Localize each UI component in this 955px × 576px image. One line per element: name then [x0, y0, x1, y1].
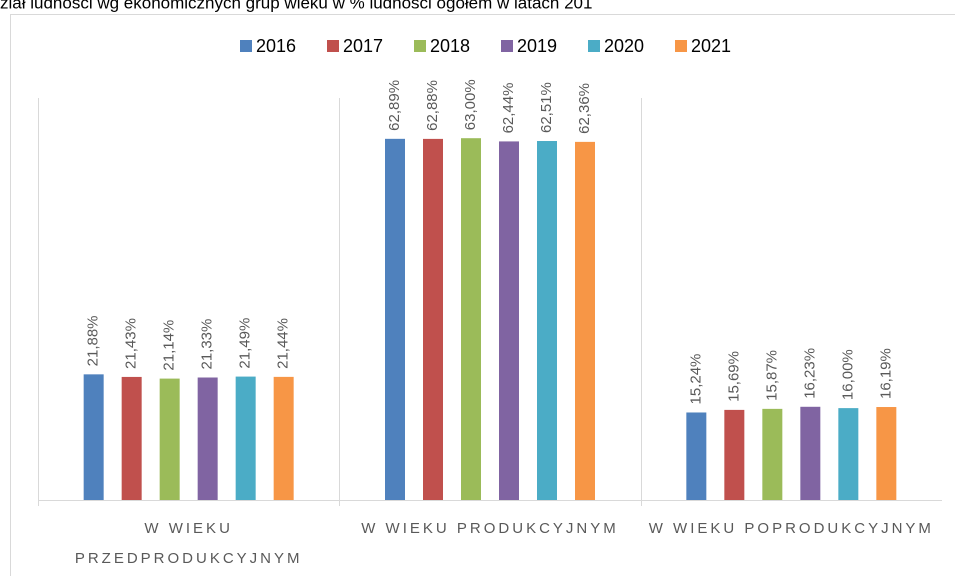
- bar: [385, 138, 405, 500]
- chart-title: ział ludności wg ekonomicznych grup wiek…: [0, 0, 592, 12]
- value-label: 21,33%: [199, 319, 216, 370]
- value-label: 16,19%: [877, 348, 894, 399]
- legend-swatch: [588, 40, 600, 52]
- bar: [876, 407, 897, 500]
- x-tick-label: W WIEKU PRODUKCYJNYM: [361, 520, 619, 537]
- value-label: 62,89%: [386, 80, 403, 131]
- value-label: 16,23%: [801, 348, 818, 399]
- bar: [800, 406, 821, 500]
- bar: [686, 412, 707, 500]
- value-label: 15,87%: [763, 350, 780, 401]
- value-label: 21,49%: [237, 318, 254, 369]
- x-tick-label: W WIEKU PRZEDPRODUKCYJNYM: [74, 520, 303, 567]
- bar: [762, 408, 783, 500]
- value-label: 15,69%: [725, 351, 742, 402]
- bar: [423, 138, 443, 500]
- bar: [575, 141, 595, 500]
- value-label: 62,88%: [424, 80, 441, 131]
- value-label: 21,43%: [123, 318, 140, 369]
- legend-label: 2017: [343, 36, 383, 56]
- value-label: 62,36%: [576, 83, 593, 134]
- legend-label: 2019: [517, 36, 557, 56]
- x-tick-label: W WIEKU POPRODUKCYJNYM: [648, 520, 934, 537]
- bar: [724, 409, 745, 500]
- value-label: 63,00%: [462, 79, 479, 130]
- legend-label: 2016: [256, 36, 296, 56]
- legend-swatch: [327, 40, 339, 52]
- legend-swatch: [675, 40, 687, 52]
- bar: [273, 376, 294, 500]
- bar: [83, 374, 104, 500]
- legend-label: 2020: [604, 36, 644, 56]
- value-label: 21,88%: [85, 315, 102, 366]
- bar: [537, 141, 557, 500]
- bar: [197, 377, 218, 500]
- value-label: 62,44%: [500, 83, 517, 134]
- value-label: 15,24%: [687, 354, 704, 405]
- value-label: 21,14%: [161, 320, 178, 371]
- legend-label: 2018: [430, 36, 470, 56]
- bar: [121, 376, 142, 500]
- bar: [461, 138, 481, 500]
- bar: [235, 376, 256, 500]
- bar: [499, 141, 519, 500]
- legend-label: 2021: [691, 36, 731, 56]
- value-label: 21,44%: [275, 318, 292, 369]
- bar: [159, 378, 180, 500]
- value-label: 16,00%: [839, 349, 856, 400]
- legend-swatch: [414, 40, 426, 52]
- legend-swatch: [240, 40, 252, 52]
- chart-border: [10, 14, 955, 576]
- bar: [838, 408, 859, 500]
- value-label: 62,51%: [538, 82, 555, 133]
- legend-swatch: [501, 40, 513, 52]
